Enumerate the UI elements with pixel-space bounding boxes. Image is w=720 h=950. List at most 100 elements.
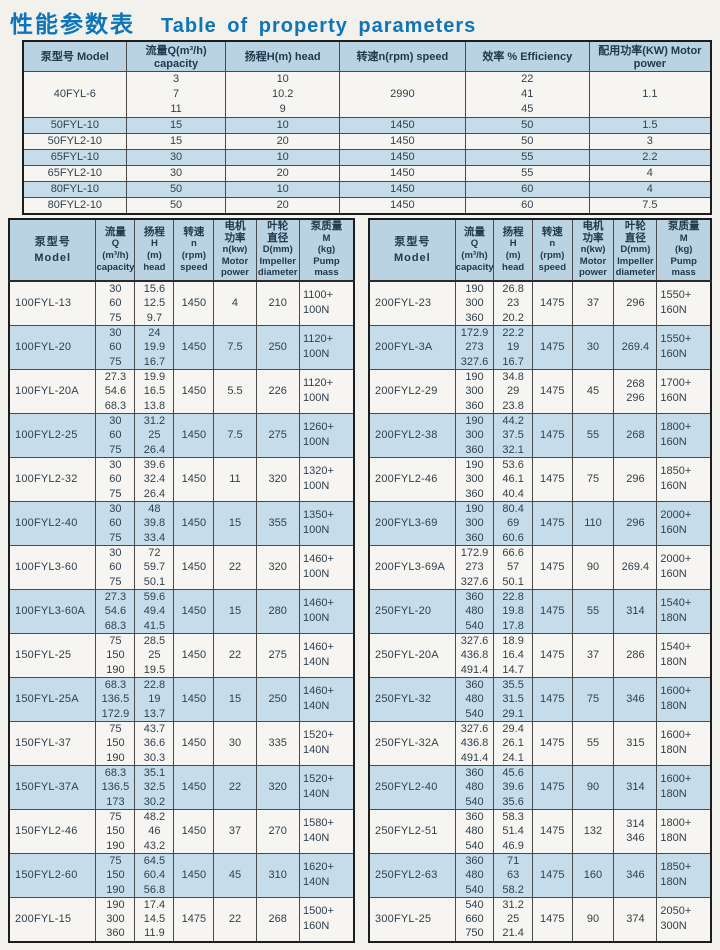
mass-cell: 1540+ 180N — [656, 588, 712, 634]
head-cell: 20 — [225, 132, 340, 150]
table-row: 300FYL-25 540 660 750 31.2 25 21.4 1475 90 374 205… — [368, 896, 712, 943]
capacity-cell: 68.3 136.5 172.9 — [95, 676, 136, 722]
table-row: 100FYL-20 30 60 75 24 19.9 16.7 1450 7.5 250 1120+… — [8, 324, 355, 370]
power-cell: 2.2 — [588, 148, 712, 166]
model-cell: 150FYL2-60 — [8, 852, 97, 898]
value-line: 27.3 — [104, 590, 127, 603]
header-line: Impeller — [617, 255, 654, 267]
capacity-cell: 360 480 540 — [454, 764, 495, 810]
value-line: 24.1 — [502, 751, 524, 764]
value-line: 1460+ — [302, 553, 334, 566]
capacity-cell: 75 150 190 — [95, 720, 136, 766]
value-line: 269.4 — [621, 561, 650, 574]
model-cell: 100FYL2-25 — [8, 412, 97, 458]
head-cell: 31.2 25 21.4 — [493, 896, 533, 943]
value-line: 10 — [276, 150, 289, 163]
value-line: 1550+ — [660, 289, 692, 302]
header-line: M — [322, 232, 331, 244]
power-cell: 5.5 — [213, 368, 257, 414]
header-line: Model — [34, 252, 72, 264]
header-line: 直径 — [624, 231, 646, 244]
value-line: 19.8 — [502, 605, 524, 618]
diameter-cell: 335 — [255, 720, 300, 766]
value-line: 190 — [465, 502, 484, 515]
value-line: 14.5 — [143, 913, 166, 926]
value-line: 360 — [465, 311, 484, 324]
value-line: 39.8 — [143, 517, 166, 530]
capacity-cell: 15 — [125, 132, 227, 150]
capacity-cell: 190 300 360 — [95, 896, 136, 943]
table-row: 200FYL3-69 190 300 360 80.4 69 60.6 1475 110 296 2… — [368, 500, 712, 546]
header-line: capacity — [455, 261, 494, 273]
value-line: 172.9 — [460, 326, 489, 339]
capacity-cell: 68.3 136.5 173 — [95, 764, 136, 810]
head-cell: 22.8 19 13.7 — [134, 676, 175, 722]
value-line: 55 — [521, 150, 534, 163]
value-line: 310 — [268, 869, 287, 882]
value-line: 19.5 — [143, 663, 166, 676]
power-cell: 22 — [213, 896, 257, 943]
value-line: 100N — [302, 480, 330, 493]
value-line: 140N — [302, 876, 330, 889]
capacity-cell: 172.9 273 327.6 — [454, 544, 495, 590]
value-line: 540 — [465, 898, 484, 911]
diameter-cell: 314 346 — [613, 808, 658, 854]
speed-cell: 1475 — [531, 896, 573, 943]
diameter-cell: 346 — [613, 676, 658, 722]
mass-cell: 1520+ 140N — [298, 764, 355, 810]
value-line: 71 — [507, 854, 520, 867]
left-table-header: 泵型号 Model 流量 Q (m³/h) capacity 扬程 H (m) head 转速 n (r… — [8, 218, 355, 282]
value-line: 66.6 — [502, 546, 524, 559]
value-line: 180N — [660, 612, 687, 625]
value-line: 355 — [268, 517, 287, 530]
speed-cell: 1450 — [173, 632, 215, 678]
value-line: 190 — [106, 839, 125, 852]
efficiency-cell: 55 — [464, 148, 590, 166]
power-cell: 90 — [571, 896, 615, 943]
header-line: 转速 — [541, 225, 563, 238]
header-line: 功率 — [582, 231, 604, 244]
speed-cell: 1450 — [173, 500, 215, 546]
diameter-cell: 310 — [255, 852, 300, 898]
value-line: 41.5 — [143, 619, 166, 632]
value-line: 1540+ — [660, 641, 692, 654]
value-line: 75 — [109, 854, 122, 867]
table-row: 100FYL2-25 30 60 75 31.2 25 26.4 1450 7.5 275 1260… — [8, 412, 355, 458]
head-cell: 22.8 19.8 17.8 — [493, 588, 533, 634]
value-line: 190 — [465, 458, 484, 471]
header-line: power — [578, 267, 607, 279]
header-line: 泵质量 — [310, 220, 343, 233]
value-line: 11.9 — [144, 927, 165, 940]
value-line: 33.4 — [143, 531, 166, 544]
speed-cell: 1475 — [173, 896, 215, 943]
head-cell: 31.2 25 26.4 — [134, 412, 175, 458]
value-line: 480 — [465, 605, 484, 618]
capacity-cell: 360 480 540 — [454, 676, 495, 722]
capacity-cell: 3 7 11 — [125, 70, 227, 118]
value-line: 268 — [626, 378, 645, 391]
head-cell: 35.1 32.5 30.2 — [134, 764, 175, 810]
model-cell: 80FYL2-10 — [22, 196, 127, 214]
model-cell: 150FYL-37A — [8, 764, 97, 810]
header-line: speed — [538, 261, 567, 273]
value-line: 360 — [465, 854, 484, 867]
value-line: 46 — [148, 825, 161, 838]
capacity-cell: 30 60 75 — [95, 500, 136, 546]
value-line: 320 — [268, 781, 287, 794]
head-cell: 10 — [225, 148, 340, 166]
value-line: 150 — [106, 649, 125, 662]
value-line: 160N — [302, 920, 330, 933]
model-cell: 200FYL-3A — [368, 324, 456, 370]
value-line: 1600+ — [660, 685, 692, 698]
model-cell: 200FYL3-69 — [368, 500, 456, 546]
header-line: 泵型号 — [394, 236, 431, 248]
speed-cell: 1450 — [338, 180, 466, 198]
value-line: 300 — [465, 517, 484, 530]
model-cell: 300FYL-25 — [368, 896, 456, 943]
column-header: 扬程H(m) head — [225, 40, 340, 72]
power-cell: 75 — [571, 676, 615, 722]
header-line: (rpm) — [181, 250, 207, 261]
power-cell: 30 — [571, 324, 615, 370]
speed-cell: 1475 — [531, 632, 573, 678]
